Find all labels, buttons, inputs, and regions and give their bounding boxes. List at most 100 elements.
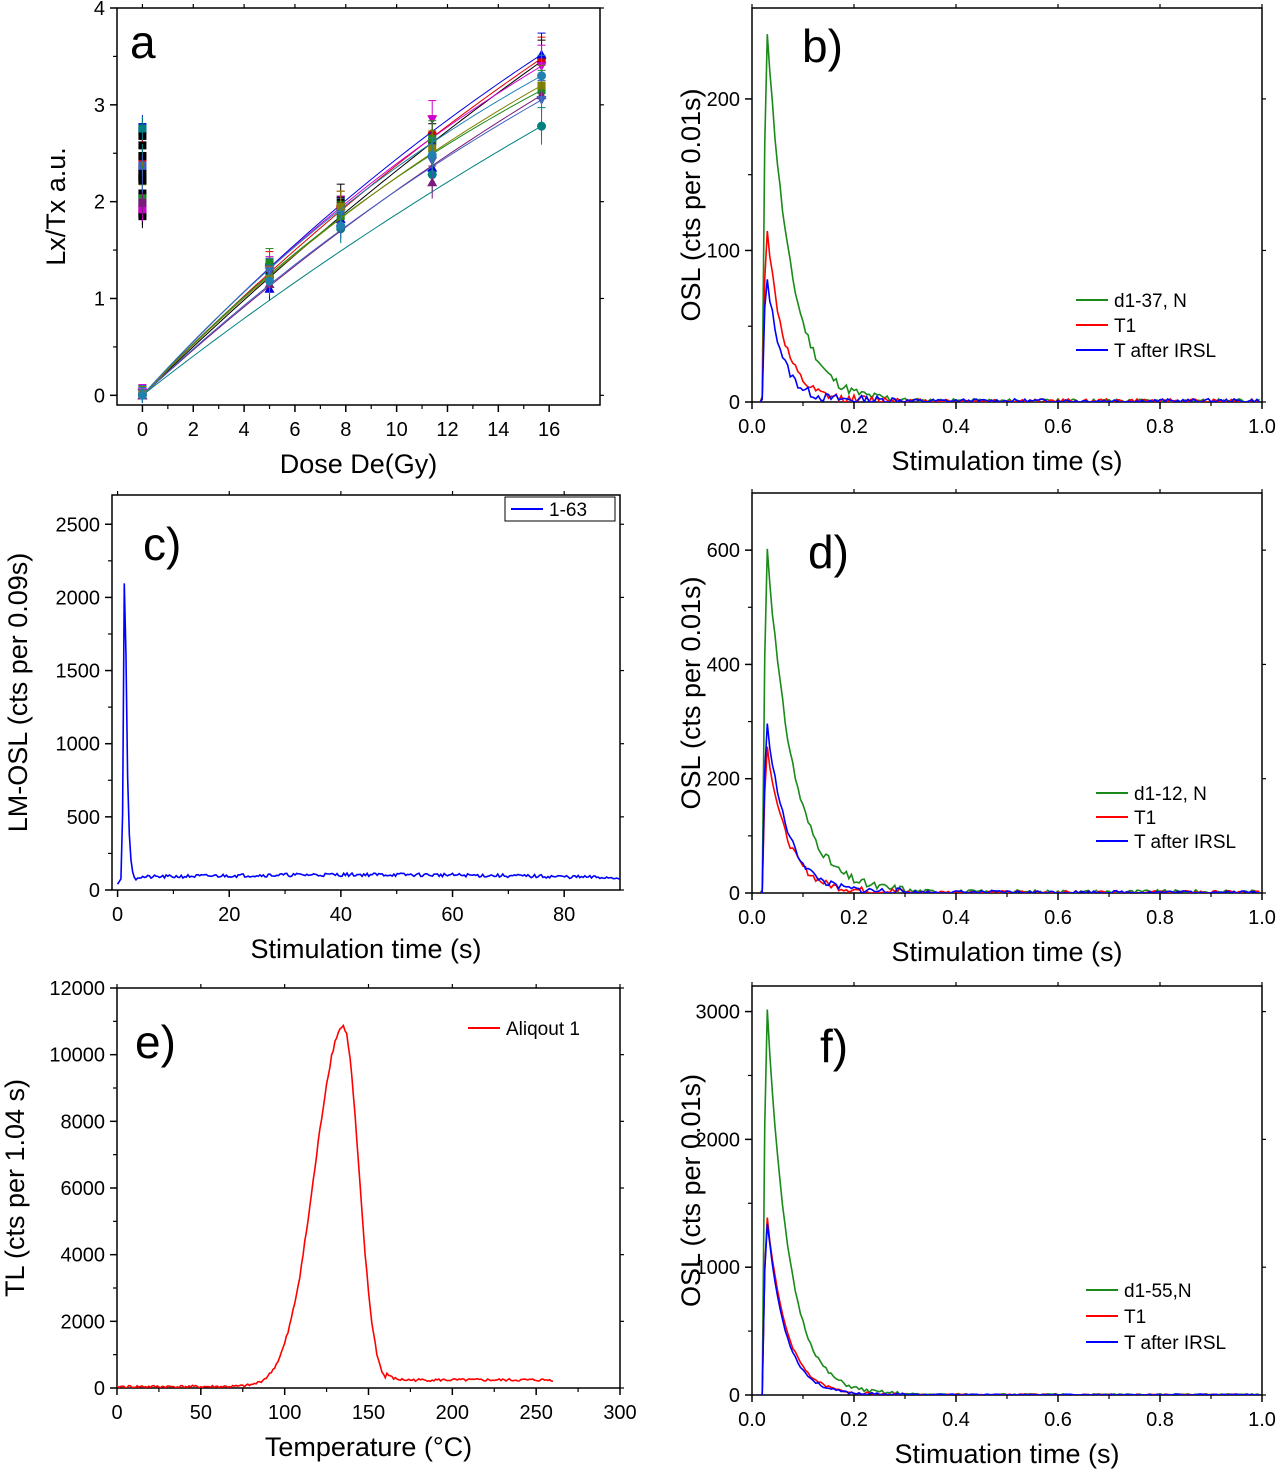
y-axis-label: TL (cts per 1.04 s) bbox=[0, 1079, 30, 1297]
x-tick-label: 0 bbox=[137, 419, 148, 441]
x-axis-label: Stimulation time (s) bbox=[891, 937, 1122, 967]
y-tick-label: 0 bbox=[94, 385, 105, 407]
series-line bbox=[116, 583, 620, 885]
legend-label: d1-55,N bbox=[1124, 1281, 1192, 1302]
y-tick-label: 400 bbox=[707, 654, 740, 676]
series-line bbox=[117, 1023, 554, 1388]
panel-c: 0 20 40 60 80 0 500 1000 1500 2000 2500 Stimulation… bbox=[3, 491, 624, 964]
legend-label: T1 bbox=[1134, 808, 1156, 829]
x-tick-label: 0.6 bbox=[1044, 907, 1072, 929]
plot-area bbox=[759, 34, 1261, 402]
plot-area bbox=[137, 32, 547, 404]
data-point bbox=[265, 276, 275, 286]
y-tick-label: 6000 bbox=[61, 1178, 106, 1200]
data-point bbox=[427, 115, 438, 125]
y-tick-label: 0 bbox=[89, 880, 100, 902]
x-tick-label: 0.2 bbox=[840, 416, 868, 438]
series-line bbox=[759, 746, 1260, 893]
x-tick-label: 80 bbox=[553, 904, 575, 926]
x-tick-label: 0.8 bbox=[1146, 416, 1174, 438]
x-tick-label: 0.8 bbox=[1146, 907, 1174, 929]
x-tick-label: 12 bbox=[436, 419, 458, 441]
x-tick-label: 0 bbox=[111, 1402, 122, 1424]
x-tick-label: 0.4 bbox=[942, 416, 970, 438]
y-tick-label: 100 bbox=[707, 240, 740, 262]
series-line bbox=[760, 1217, 1260, 1395]
y-tick-label: 0 bbox=[94, 1378, 105, 1400]
x-tick-label: 0.2 bbox=[840, 1409, 868, 1431]
x-tick-label: 8 bbox=[340, 419, 351, 441]
y-axis-label: OSL (cts per 0.01s) bbox=[676, 1074, 706, 1307]
y-tick-label: 2000 bbox=[696, 1129, 741, 1151]
x-tick-label: 60 bbox=[441, 904, 463, 926]
y-axis-label: Lx/Tx a.u. bbox=[41, 147, 71, 266]
y-tick-label: 200 bbox=[707, 769, 740, 791]
plot-area bbox=[759, 548, 1260, 893]
panel-b: 0.0 0.2 0.4 0.6 0.8 1.0 0 100 200 Stimulation tim… bbox=[676, 4, 1276, 476]
x-tick-label: 0.4 bbox=[942, 907, 970, 929]
series-line bbox=[759, 230, 1260, 402]
y-tick-label: 2000 bbox=[56, 587, 101, 609]
x-tick-label: 0.6 bbox=[1044, 416, 1072, 438]
x-tick-label: 300 bbox=[603, 1402, 636, 1424]
x-tick-label: 2 bbox=[188, 419, 199, 441]
legend: d1-12, N T1 T after IRSL bbox=[1096, 784, 1236, 853]
panel-f: 0.0 0.2 0.4 0.6 0.8 1.0 0 1000 2000 3000 Stimuatio… bbox=[676, 982, 1276, 1469]
x-tick-label: 150 bbox=[352, 1402, 385, 1424]
legend-label: T after IRSL bbox=[1134, 832, 1236, 853]
y-tick-label: 10000 bbox=[49, 1045, 105, 1067]
data-point bbox=[137, 390, 147, 400]
y-tick-label: 1000 bbox=[56, 734, 101, 756]
fit-curve bbox=[142, 99, 542, 396]
y-tick-label: 2 bbox=[94, 192, 105, 214]
fit-curve bbox=[142, 94, 542, 396]
series-line bbox=[760, 723, 1260, 893]
y-tick-label: 2500 bbox=[56, 514, 101, 536]
data-point bbox=[427, 177, 438, 187]
y-tick-label: 3 bbox=[94, 95, 105, 117]
y-tick-label: 200 bbox=[707, 89, 740, 111]
x-tick-label: 4 bbox=[239, 419, 250, 441]
y-axis-label: OSL (cts per 0.01s) bbox=[676, 88, 706, 321]
legend-label: T1 bbox=[1114, 316, 1136, 337]
x-tick-label: 10 bbox=[386, 419, 408, 441]
x-tick-label: 40 bbox=[330, 904, 352, 926]
y-tick-label: 1500 bbox=[56, 661, 101, 683]
panel-label: f) bbox=[820, 1020, 848, 1072]
x-tick-label: 20 bbox=[218, 904, 240, 926]
plot-frame bbox=[116, 987, 621, 1389]
x-tick-label: 1.0 bbox=[1248, 907, 1276, 929]
y-tick-label: 600 bbox=[707, 540, 740, 562]
y-tick-label: 0 bbox=[729, 392, 740, 414]
legend: 1-63 bbox=[504, 496, 616, 522]
y-axis-label: OSL (cts per 0.01s) bbox=[676, 576, 706, 809]
x-tick-label: 200 bbox=[436, 1402, 469, 1424]
x-tick-label: 100 bbox=[268, 1402, 301, 1424]
x-tick-label: 0.4 bbox=[942, 1409, 970, 1431]
panel-label: c) bbox=[143, 518, 181, 570]
series-line bbox=[760, 1223, 1260, 1395]
x-axis-label: Dose De(Gy) bbox=[280, 449, 438, 479]
x-tick-label: 6 bbox=[289, 419, 300, 441]
data-point bbox=[427, 150, 437, 160]
data-point bbox=[336, 202, 345, 211]
y-tick-label: 4000 bbox=[61, 1245, 106, 1267]
y-tick-label: 1 bbox=[94, 288, 105, 310]
panel-label: a bbox=[130, 16, 156, 68]
x-tick-label: 0.0 bbox=[738, 416, 766, 438]
x-tick-label: 14 bbox=[487, 419, 509, 441]
x-axis-label: Stimulation time (s) bbox=[891, 446, 1122, 476]
panel-label: e) bbox=[135, 1016, 176, 1068]
legend-label: Aliqout 1 bbox=[506, 1019, 580, 1040]
plot-area bbox=[116, 583, 620, 885]
y-tick-label: 500 bbox=[67, 807, 100, 829]
plot-area bbox=[760, 1009, 1260, 1395]
x-axis-label: Stimulation time (s) bbox=[250, 934, 481, 964]
y-tick-label: 12000 bbox=[49, 978, 105, 1000]
panel-d: 0.0 0.2 0.4 0.6 0.8 1.0 0 200 400 600 Stimulation … bbox=[676, 489, 1276, 967]
x-tick-label: 0.0 bbox=[738, 907, 766, 929]
y-tick-label: 8000 bbox=[61, 1111, 106, 1133]
plot-area bbox=[117, 1023, 554, 1388]
